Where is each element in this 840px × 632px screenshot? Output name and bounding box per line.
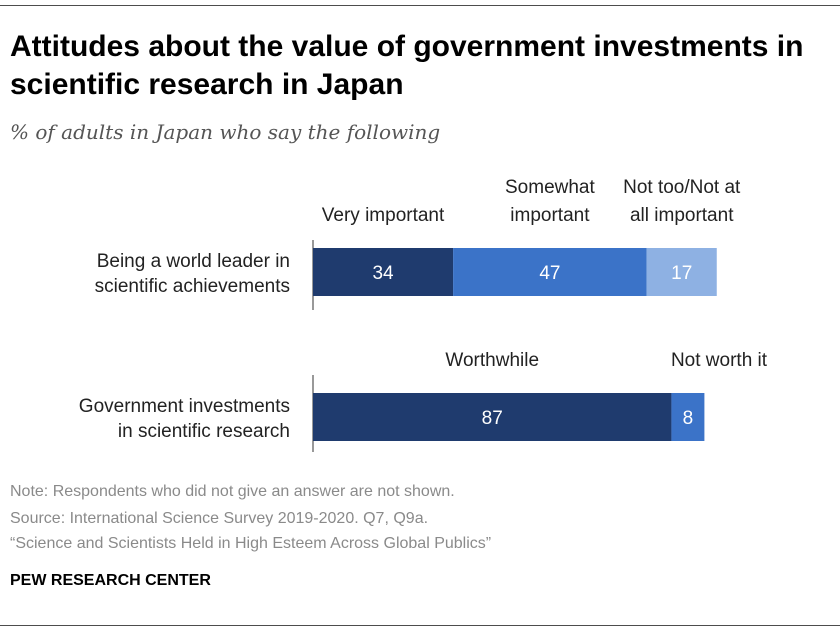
category-label: scientific achievements bbox=[95, 276, 290, 297]
legend-label: Not worth it bbox=[671, 350, 768, 371]
legend-label: Worthwhile bbox=[445, 350, 539, 371]
data-label: 34 bbox=[372, 263, 394, 284]
note-text: Note: Respondents who did not give an an… bbox=[10, 483, 455, 500]
legend-label: important bbox=[510, 205, 590, 226]
category-label: Being a world leader in bbox=[97, 251, 290, 272]
data-label: 87 bbox=[482, 408, 503, 429]
data-label: 8 bbox=[683, 408, 694, 429]
legend-label: Somewhat bbox=[505, 177, 595, 198]
bar-segment bbox=[313, 393, 672, 441]
report-text: “Science and Scientists Held in High Est… bbox=[10, 535, 492, 552]
bar-segment bbox=[671, 393, 705, 441]
bottom-rule bbox=[0, 625, 840, 626]
data-label: 47 bbox=[539, 263, 560, 284]
chart-title: Attitudes about the value of government … bbox=[10, 30, 804, 101]
data-label: 17 bbox=[671, 263, 692, 284]
bar-segment bbox=[646, 248, 717, 296]
category-label: Government investments bbox=[79, 396, 290, 417]
legend-label: Very important bbox=[322, 205, 445, 226]
source-text: Source: International Science Survey 201… bbox=[10, 510, 429, 527]
bar-segment bbox=[313, 248, 454, 296]
chart-subtitle: % of adults in Japan who say the followi… bbox=[10, 120, 441, 144]
top-rule bbox=[0, 5, 840, 6]
legend-label: Not too/Not at bbox=[623, 177, 741, 198]
category-label: in scientific research bbox=[118, 421, 290, 442]
legend-label: all important bbox=[630, 205, 734, 226]
pew-research-center-logo: PEW RESEARCH CENTER bbox=[10, 572, 211, 589]
stacked-bar-chart: Being a world leader in scientific achiev… bbox=[79, 177, 768, 452]
bar-segment bbox=[453, 248, 647, 296]
